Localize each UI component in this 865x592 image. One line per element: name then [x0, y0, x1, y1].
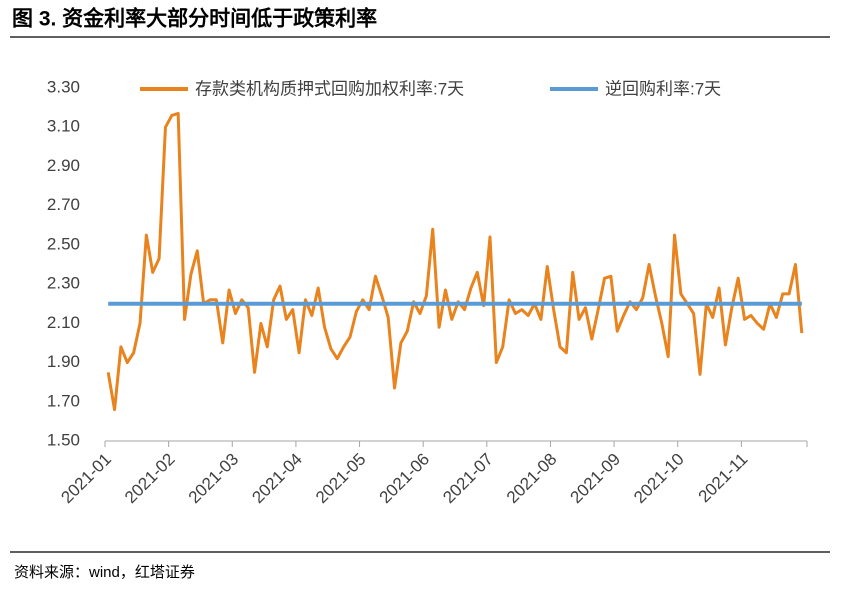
x-tick-label: 2021-03 [185, 450, 243, 508]
x-tick-label: 2021-04 [248, 450, 306, 508]
series-line [106, 111, 804, 412]
y-tick-label: 3.10 [47, 117, 80, 136]
x-tick-label: 2021-07 [439, 450, 497, 508]
y-tick-label: 1.50 [47, 430, 80, 449]
y-tick-label: 2.90 [47, 156, 80, 175]
x-tick-label: 2021-09 [567, 450, 625, 508]
x-tick-label: 2021-11 [695, 450, 752, 507]
x-tick-label: 2021-01 [57, 450, 115, 508]
legend-label: 逆回购利率:7天 [605, 79, 721, 98]
y-tick-label: 2.30 [47, 274, 80, 293]
y-tick-label: 1.90 [47, 352, 80, 371]
x-tick-label: 2021-10 [630, 450, 688, 508]
y-tick-label: 1.70 [47, 391, 80, 410]
x-tick-label: 2021-08 [503, 450, 561, 508]
y-tick-label: 2.10 [47, 313, 80, 332]
y-tick-label: 2.70 [47, 195, 80, 214]
x-tick-label: 2021-06 [376, 450, 434, 508]
chart-title: 图 3. 资金利率大部分时间低于政策利率 [12, 7, 377, 31]
y-tick-label: 3.30 [47, 77, 80, 96]
x-tick-label: 2021-05 [312, 450, 370, 508]
source-note: 资料来源：wind，红塔证券 [14, 564, 195, 581]
y-tick-label: 2.50 [47, 234, 80, 253]
legend-label: 存款类机构质押式回购加权利率:7天 [195, 79, 464, 98]
x-tick-label: 2021-02 [121, 450, 179, 508]
